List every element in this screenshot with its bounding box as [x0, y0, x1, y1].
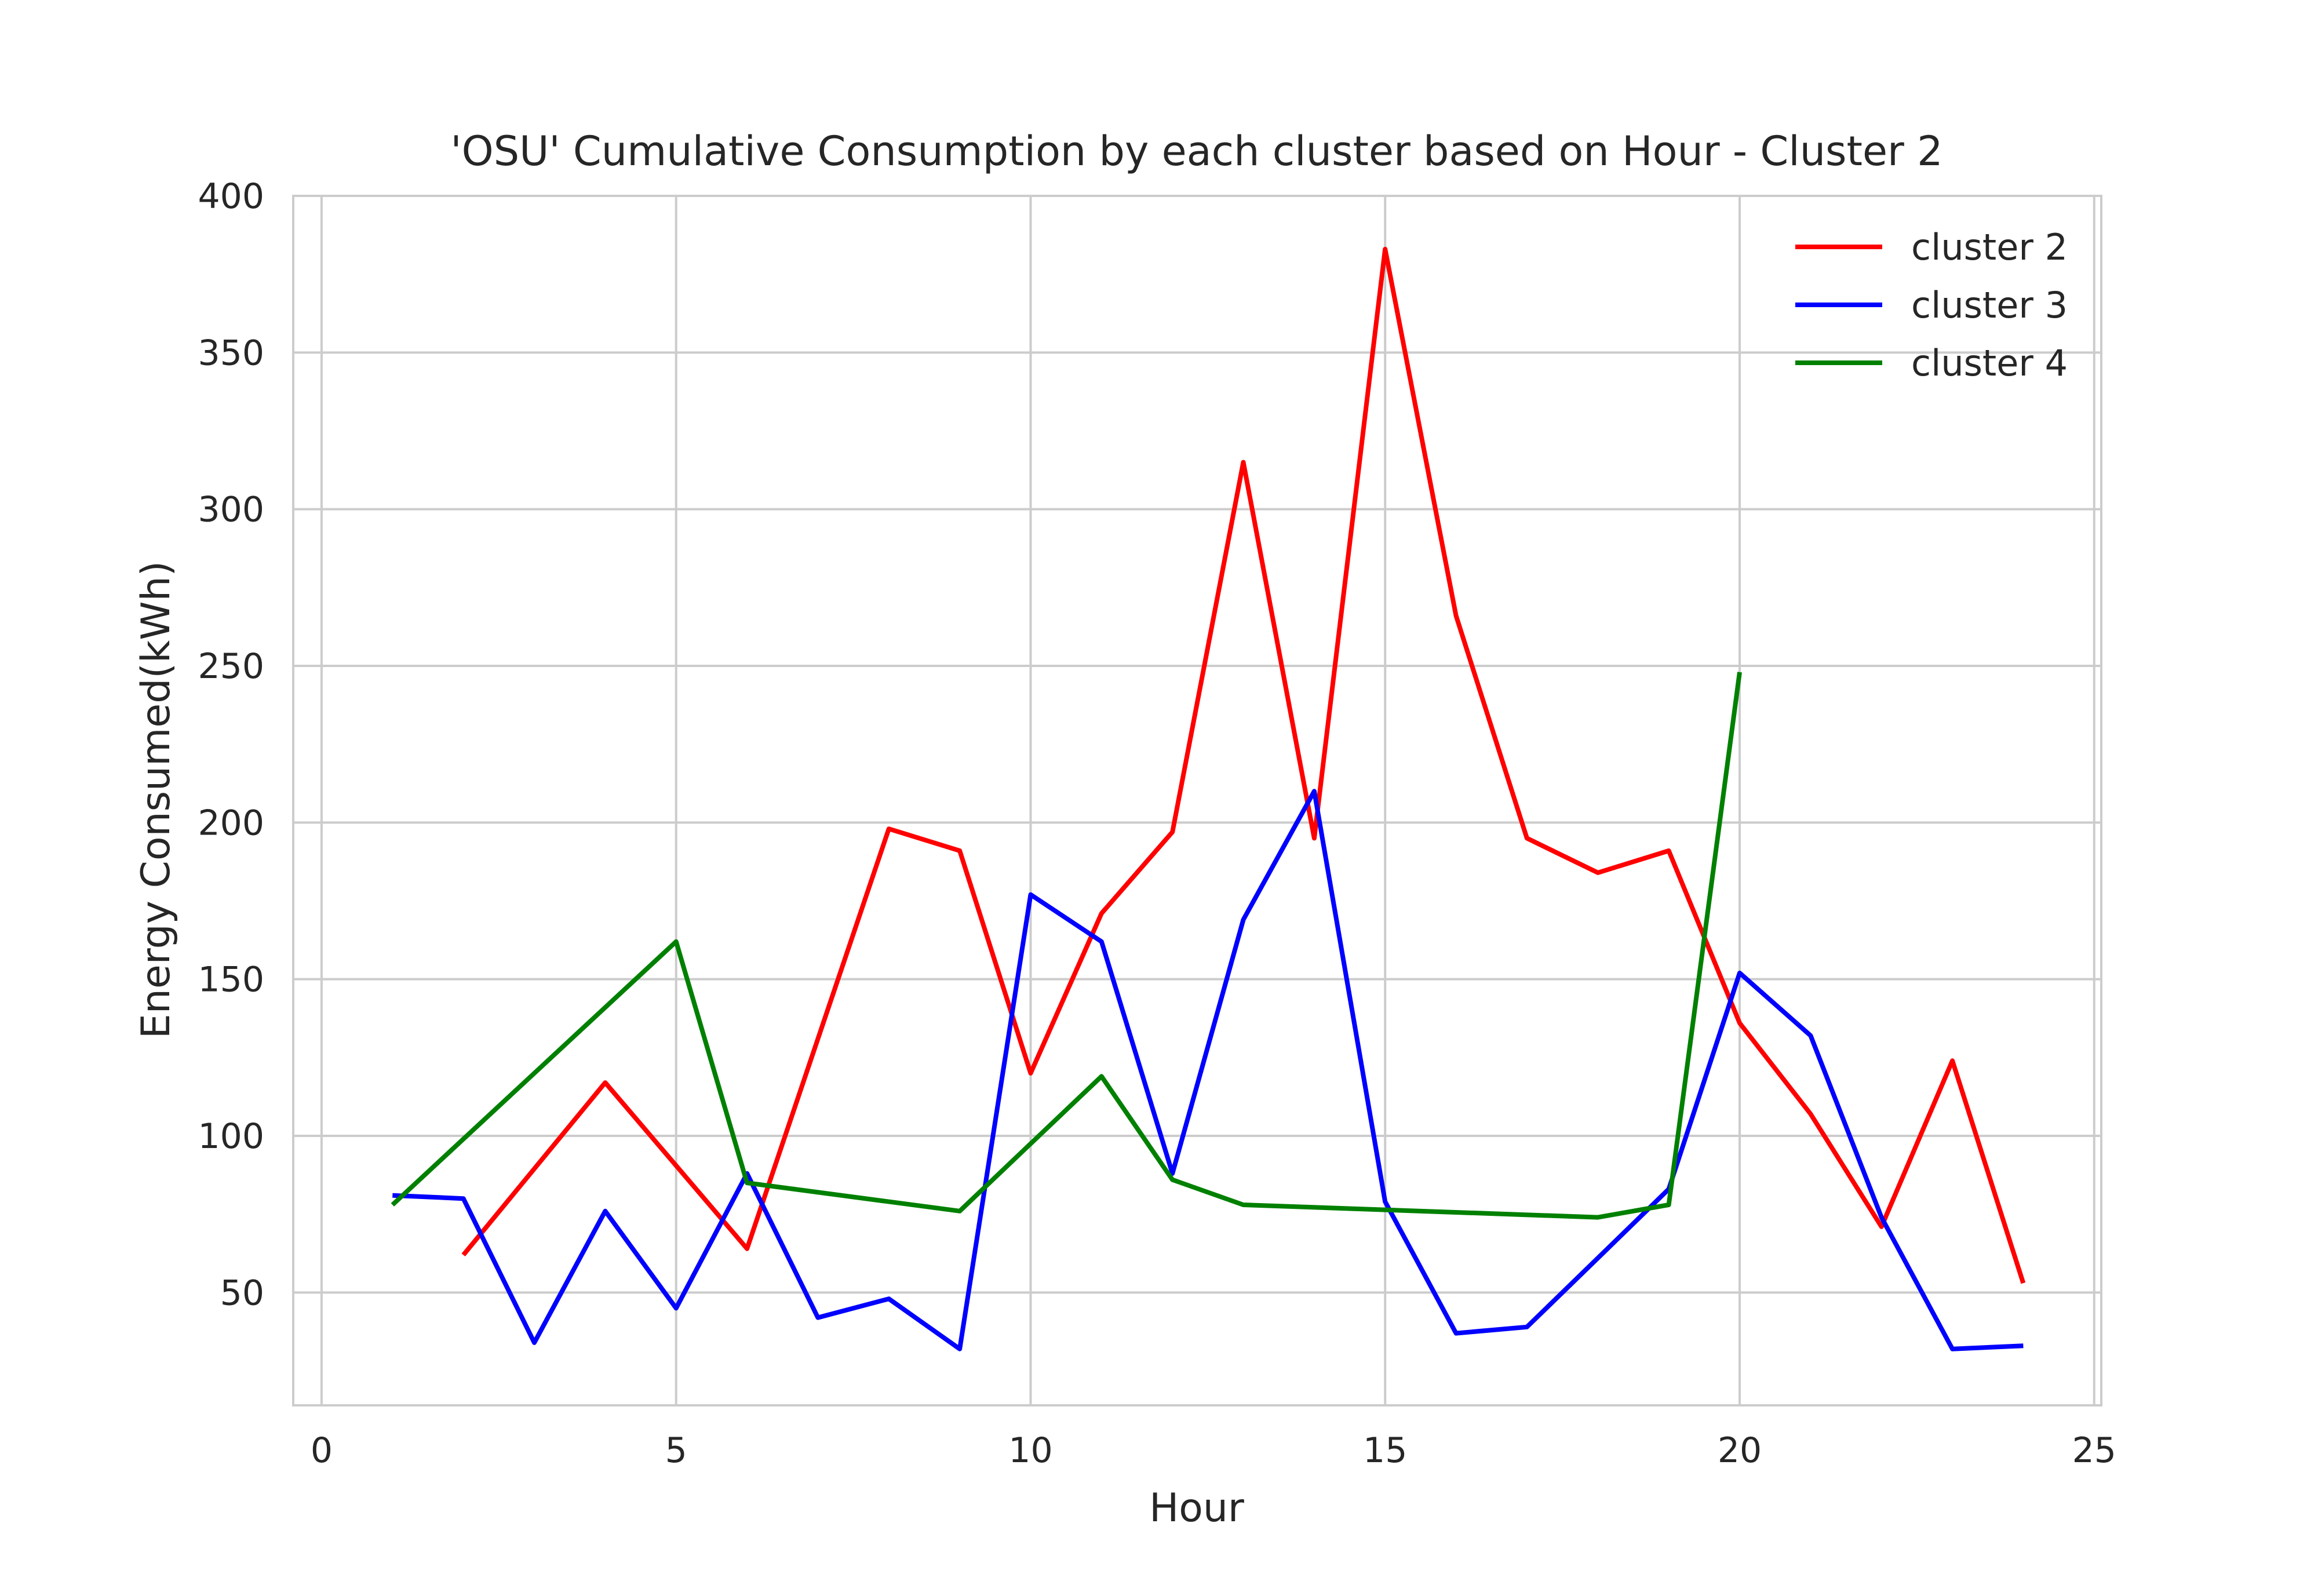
series-line-cluster-2	[461, 246, 2026, 1284]
legend-label: cluster 4	[1911, 342, 2068, 384]
grid	[293, 195, 2101, 1405]
legend-label: cluster 2	[1911, 226, 2068, 268]
x-tick-label: 25	[2072, 1430, 2116, 1471]
tick-labels: 0 5 10 15 20 25 50 100 150 200 250 300 350 400	[198, 176, 2116, 1471]
legend-label: cluster 3	[1911, 284, 2068, 326]
series-line-cluster-4	[391, 672, 1742, 1220]
legend: cluster 2 cluster 3 cluster 4	[1795, 226, 2068, 384]
y-tick-label: 50	[220, 1273, 264, 1313]
y-tick-label: 300	[198, 490, 264, 530]
y-tick-label: 350	[198, 333, 264, 373]
y-tick-label: 200	[198, 803, 264, 843]
x-tick-label: 20	[1718, 1430, 1762, 1471]
x-tick-label: 0	[311, 1430, 333, 1471]
x-axis-label: Hour	[1149, 1485, 1244, 1531]
plot-frame	[292, 195, 2102, 1406]
chart-title: 'OSU' Cumulative Consumption by each clu…	[450, 127, 1942, 175]
y-tick-label: 400	[198, 176, 264, 217]
x-tick-label: 15	[1363, 1430, 1407, 1471]
y-tick-label: 100	[198, 1116, 264, 1157]
series-lines	[391, 246, 2026, 1351]
y-tick-label: 150	[198, 960, 264, 1000]
x-tick-label: 10	[1008, 1430, 1052, 1471]
y-tick-label: 250	[198, 646, 264, 687]
x-tick-label: 5	[665, 1430, 687, 1471]
series-line-cluster-3	[392, 789, 2024, 1351]
y-axis-label: Energy Consumed(kWh)	[133, 561, 179, 1039]
